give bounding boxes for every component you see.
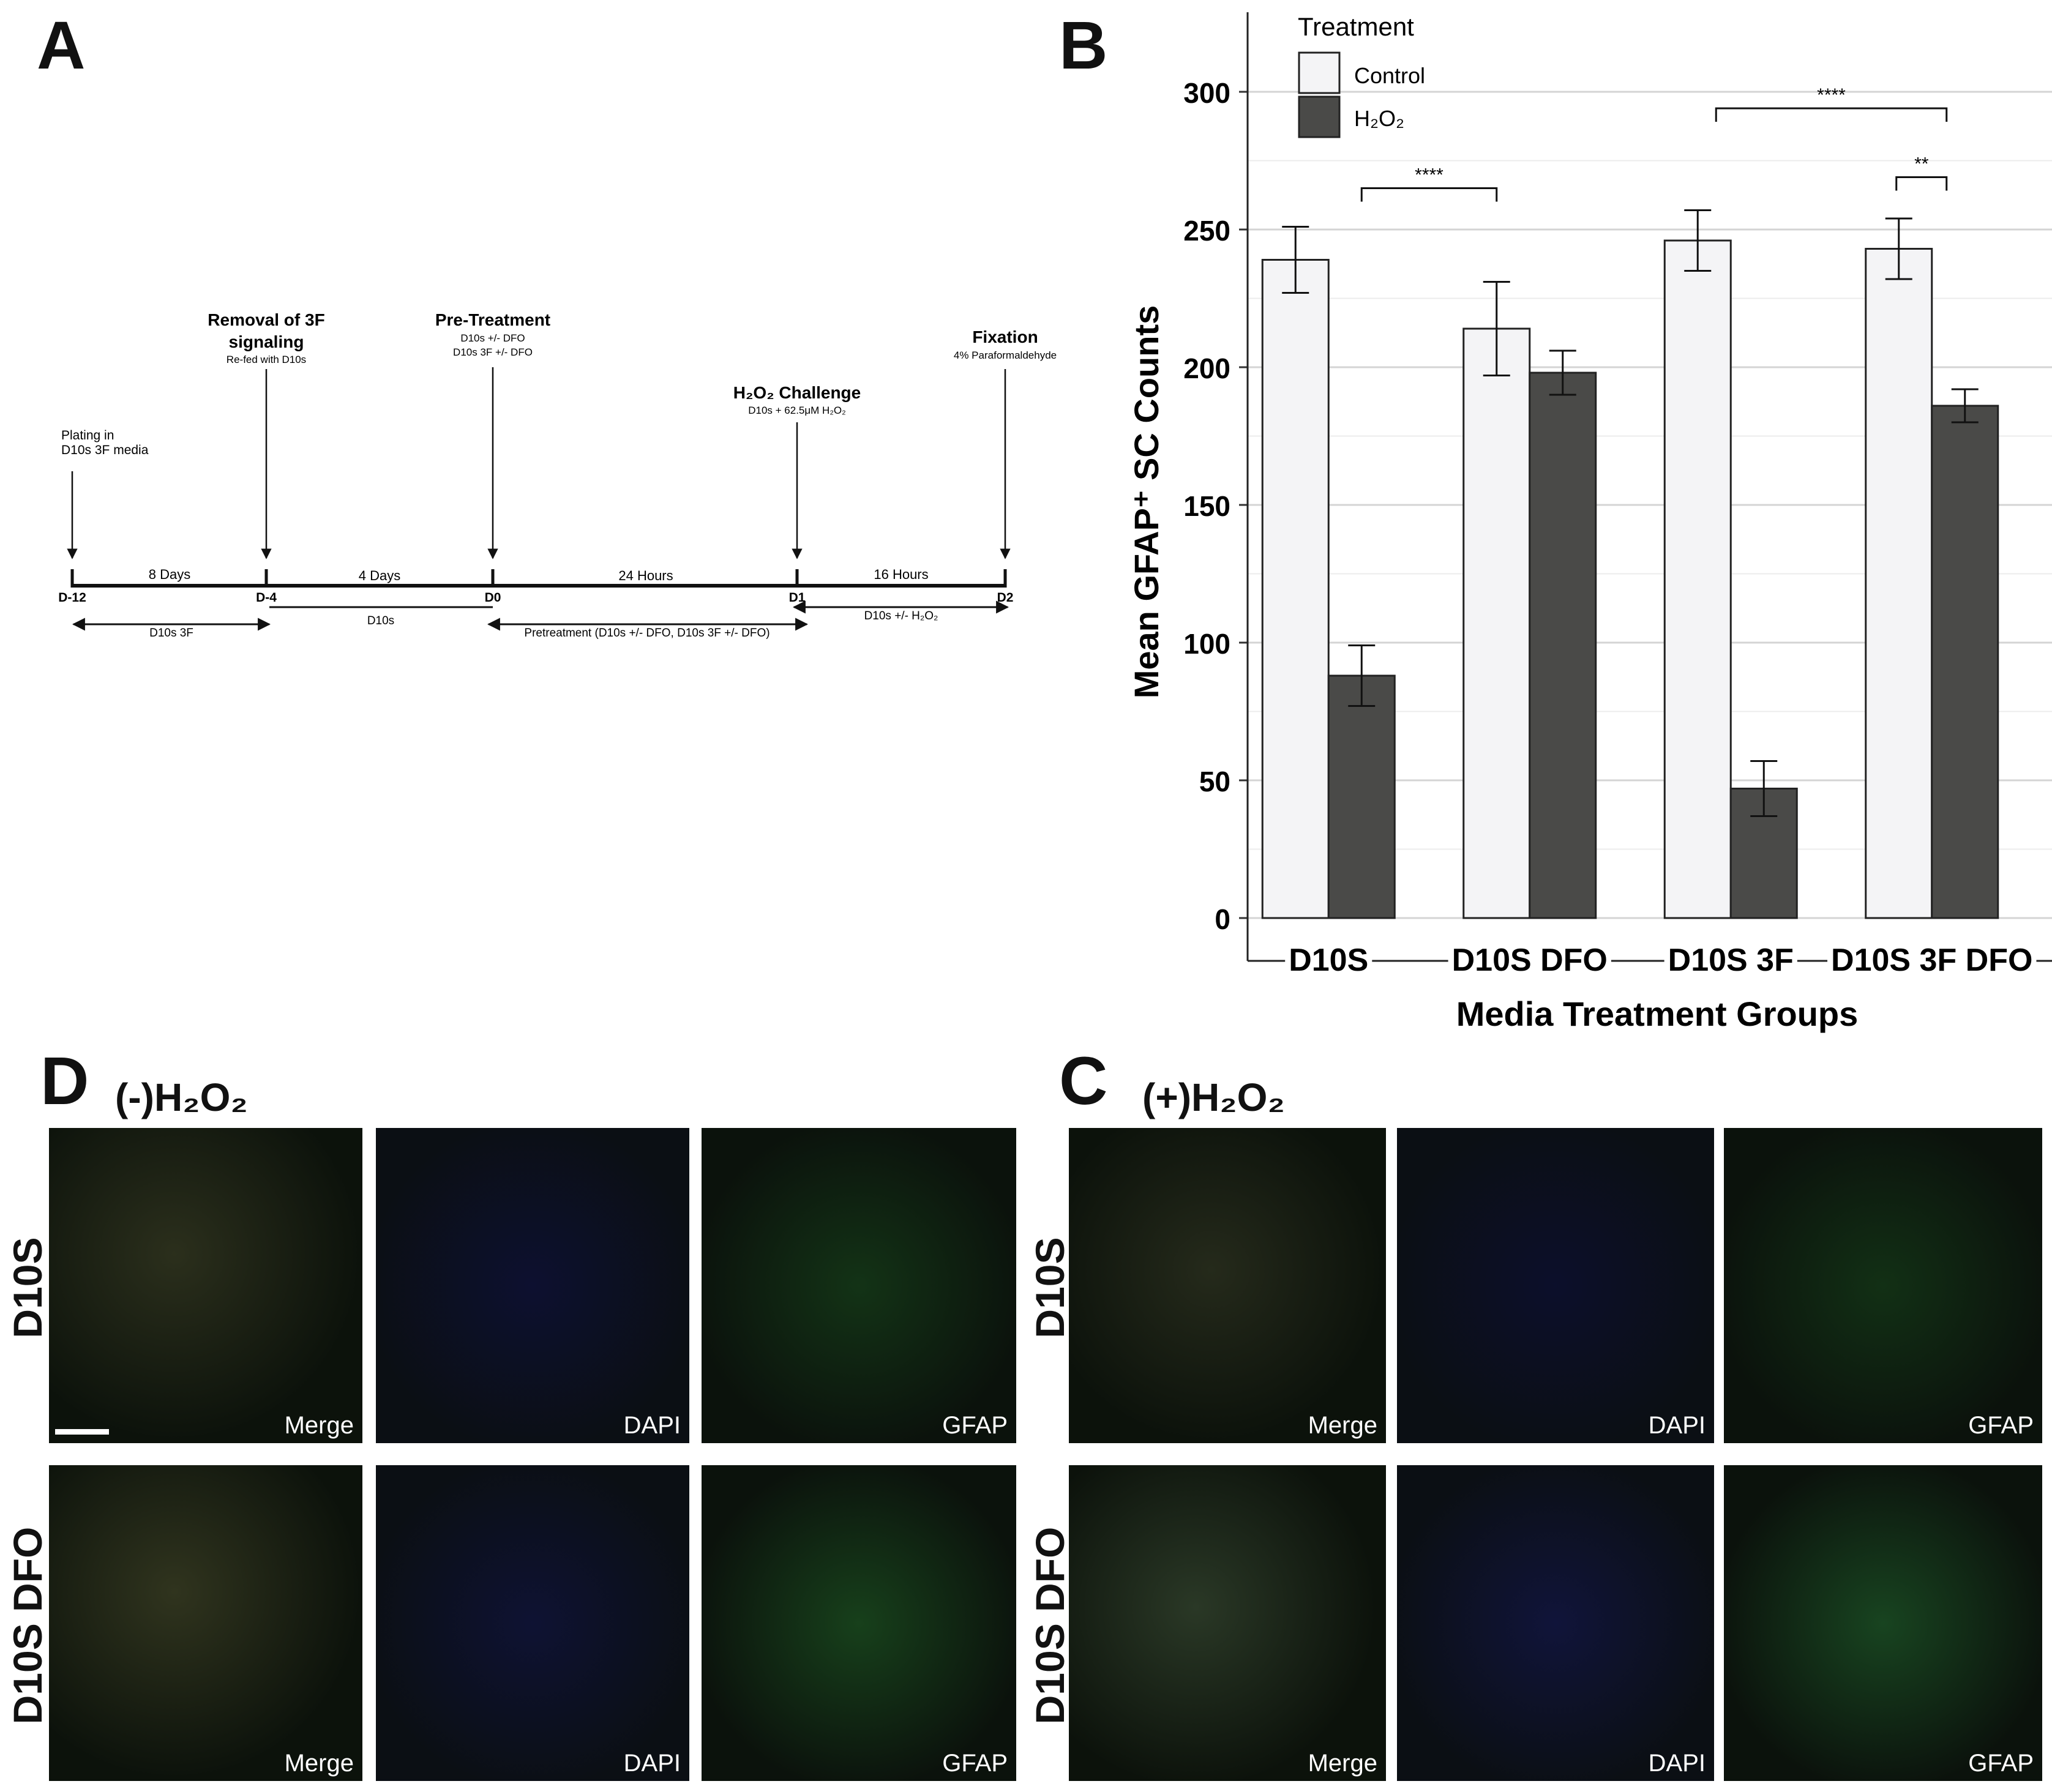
channel-label: DAPI xyxy=(1648,1412,1706,1439)
channel-label: GFAP xyxy=(1968,1750,2034,1777)
row-label-d-d10s: D10S xyxy=(5,1237,50,1338)
bar-control xyxy=(1462,327,1531,919)
event-fixation-title: Fixation xyxy=(972,327,1038,346)
event-plating-title: Plating in xyxy=(61,428,114,442)
duration-3: 24 Hours xyxy=(618,568,673,583)
bar-control xyxy=(1865,248,1933,919)
tick-label-d-12: D-12 xyxy=(58,591,86,605)
channel-label: DAPI xyxy=(623,1412,681,1439)
micrograph-c-d10s-dfo-dapi: DAPI xyxy=(1397,1465,1714,1781)
channel-label: GFAP xyxy=(942,1412,1008,1439)
bar-control xyxy=(1663,239,1732,919)
legend-label-h2o2: H₂O₂ xyxy=(1354,106,1404,131)
event-h2o2-title: H₂O₂ Challenge xyxy=(733,383,861,402)
micrograph-d-d10s-dfo-gfap: GFAP xyxy=(702,1465,1016,1781)
duration-2: 4 Days xyxy=(359,568,400,583)
media-label-3: Pretreatment (D10s +/- DFO, D10s 3F +/- … xyxy=(524,627,770,640)
y-tick-label: 200 xyxy=(1183,353,1230,384)
event-removal-sub: Re-fed with D10s xyxy=(227,354,306,365)
micrograph-c-d10s-dapi: DAPI xyxy=(1397,1128,1714,1443)
legend-swatch-h2o2 xyxy=(1298,95,1341,138)
bar-control xyxy=(1261,259,1330,919)
x-tick-label: D10S 3F DFO xyxy=(1831,943,2032,978)
media-label-4: D10s +/- H₂O₂ xyxy=(864,610,938,622)
tick-label-d1: D1 xyxy=(789,591,806,605)
legend-title: Treatment xyxy=(1298,12,1414,41)
bar-h2o2 xyxy=(1931,405,1999,919)
micrograph-d-d10s-merge: Merge xyxy=(49,1128,362,1443)
duration-1: 8 Days xyxy=(149,567,190,582)
y-tick-label: 250 xyxy=(1183,215,1230,247)
micrograph-d-d10s-gfap: GFAP xyxy=(702,1128,1016,1443)
media-label-1: D10s 3F xyxy=(149,627,193,640)
tick-label-d0: D0 xyxy=(485,591,501,605)
condition-label-plus: (+)H₂O₂ xyxy=(1142,1075,1285,1119)
micrograph-d-d10s-dfo-merge: Merge xyxy=(49,1465,362,1781)
micrograph-c-d10s-gfap: GFAP xyxy=(1724,1128,2042,1443)
tick-label-d-4: D-4 xyxy=(256,591,277,605)
significance-bracket xyxy=(1715,107,1948,122)
micrograph-c-d10s-merge: Merge xyxy=(1069,1128,1386,1443)
y-tick-label: 0 xyxy=(1215,903,1230,935)
channel-label: DAPI xyxy=(623,1750,681,1777)
row-label-c-d10s: D10S xyxy=(1027,1237,1073,1338)
panel-letter-c: C xyxy=(1059,1043,1108,1119)
row-label-d-d10s-dfo: D10S DFO xyxy=(5,1526,50,1725)
media-label-2: D10s xyxy=(367,614,394,627)
panel-letter-b: B xyxy=(1059,8,1108,83)
y-tick-label: 100 xyxy=(1183,628,1230,660)
scale-bar xyxy=(55,1429,109,1435)
micrograph-d-d10s-dfo-dapi: DAPI xyxy=(376,1465,689,1781)
panel-letter-a: A xyxy=(37,8,86,83)
panel-letter-d: D xyxy=(40,1043,89,1119)
micrograph-d-d10s-dapi: DAPI xyxy=(376,1128,689,1443)
micrograph-c-d10s-dfo-merge: Merge xyxy=(1069,1465,1386,1781)
bar-h2o2 xyxy=(1529,371,1597,919)
y-tick-label: 300 xyxy=(1183,77,1230,109)
channel-label: Merge xyxy=(1308,1412,1377,1439)
event-pretreatment-title: Pre-Treatment xyxy=(435,310,550,329)
x-tick-label: D10S 3F xyxy=(1668,943,1794,978)
legend-label-control: Control xyxy=(1354,63,1425,88)
bar-h2o2 xyxy=(1327,674,1396,919)
x-tick-label-bg xyxy=(1448,943,1611,978)
y-tick-label: 50 xyxy=(1199,766,1230,797)
significance-bracket xyxy=(1360,187,1498,202)
channel-label: Merge xyxy=(284,1750,354,1777)
timeline-diagram: Plating in D10s 3F media Removal of 3F s… xyxy=(58,310,1057,640)
channel-label: DAPI xyxy=(1648,1750,1706,1777)
event-plating-sub: D10s 3F media xyxy=(61,443,149,457)
x-tick-label-bg xyxy=(1827,943,2037,978)
event-fixation-sub: 4% Paraformaldehyde xyxy=(954,349,1057,361)
condition-label-minus: (-)H₂O₂ xyxy=(115,1075,248,1119)
significance-label: **** xyxy=(1817,85,1846,105)
x-tick-label-bg xyxy=(1285,943,1372,978)
significance-bracket xyxy=(1895,176,1948,191)
event-removal-title2: signaling xyxy=(229,332,304,351)
y-tick-label: 150 xyxy=(1183,490,1230,522)
channel-label: Merge xyxy=(1308,1750,1377,1777)
x-axis-label: Media Treatment Groups xyxy=(1456,995,1859,1033)
duration-4: 16 Hours xyxy=(874,567,928,582)
x-tick-label: D10S xyxy=(1289,943,1368,978)
tick-label-d2: D2 xyxy=(997,591,1014,605)
event-pretreatment-sub2: D10s 3F +/- DFO xyxy=(453,346,533,358)
significance-label: **** xyxy=(1415,165,1444,185)
micrograph-c-d10s-dfo-gfap: GFAP xyxy=(1724,1465,2042,1781)
channel-label: Merge xyxy=(284,1412,354,1439)
x-tick-label: D10S DFO xyxy=(1452,943,1608,978)
event-removal-title: Removal of 3F xyxy=(208,310,324,329)
event-h2o2-sub: D10s + 62.5μM H₂O₂ xyxy=(748,405,846,416)
channel-label: GFAP xyxy=(1968,1412,2034,1439)
y-axis-label: Mean GFAP⁺ SC Counts xyxy=(1127,305,1166,699)
row-label-c-d10s-dfo: D10S DFO xyxy=(1027,1526,1073,1725)
significance-label: ** xyxy=(1914,154,1929,174)
legend-swatch-control xyxy=(1298,51,1341,94)
channel-label: GFAP xyxy=(942,1750,1008,1777)
x-tick-label-bg xyxy=(1664,943,1797,978)
event-pretreatment-sub: D10s +/- DFO xyxy=(460,332,525,344)
